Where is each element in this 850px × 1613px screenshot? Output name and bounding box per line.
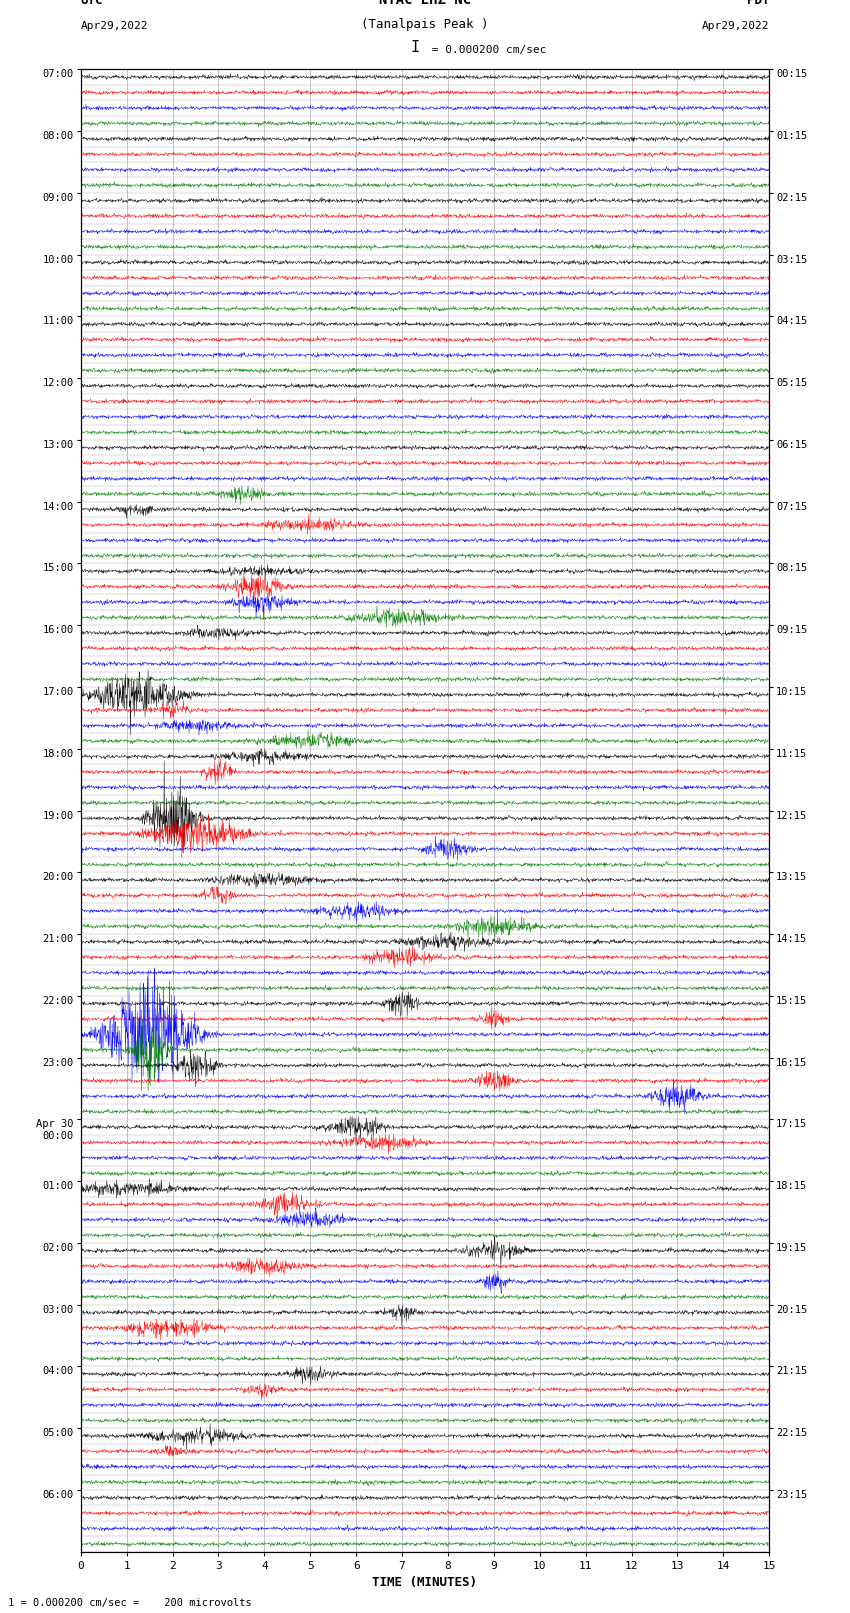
Text: UTC: UTC	[81, 0, 103, 6]
Text: = 0.000200 cm/sec: = 0.000200 cm/sec	[425, 45, 547, 55]
Text: PDT: PDT	[747, 0, 769, 6]
X-axis label: TIME (MINUTES): TIME (MINUTES)	[372, 1576, 478, 1589]
Text: NTAC EHZ NC: NTAC EHZ NC	[379, 0, 471, 6]
Text: 1 = 0.000200 cm/sec =    200 microvolts: 1 = 0.000200 cm/sec = 200 microvolts	[8, 1598, 252, 1608]
Text: (Tanalpais Peak ): (Tanalpais Peak )	[361, 18, 489, 31]
Text: Apr29,2022: Apr29,2022	[81, 21, 148, 31]
Text: Apr29,2022: Apr29,2022	[702, 21, 769, 31]
Text: I: I	[410, 40, 419, 55]
